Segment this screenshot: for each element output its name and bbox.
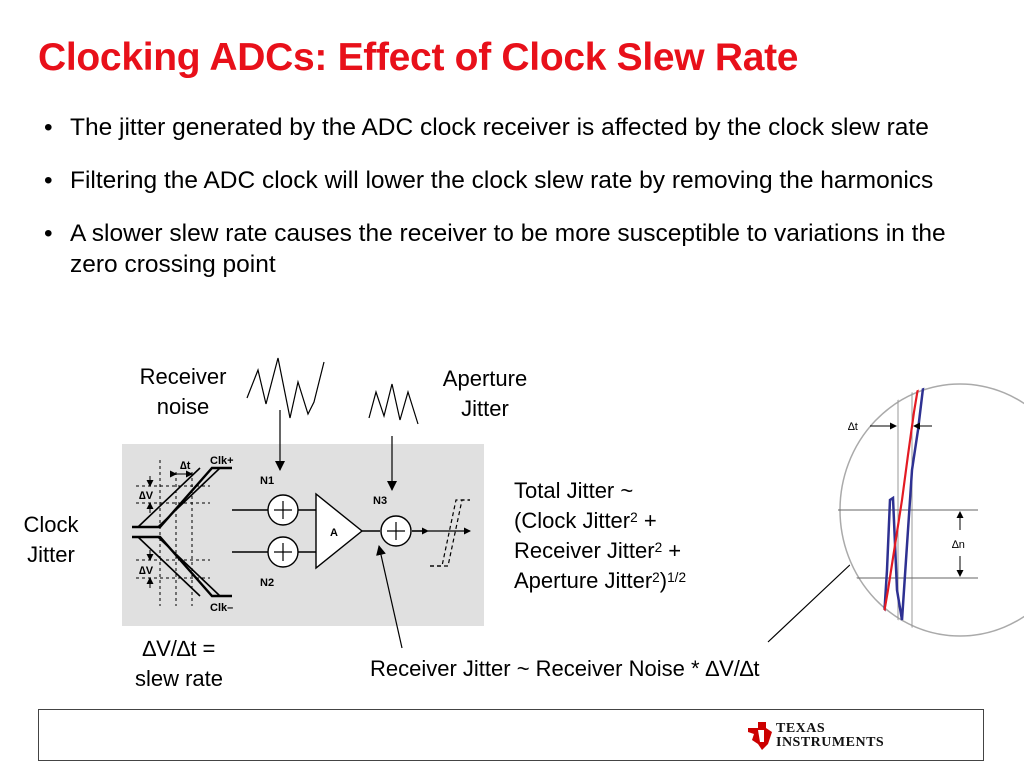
ti-logo-icon xyxy=(748,722,772,750)
delta-v-label-top: ∆V xyxy=(139,490,154,502)
zoom-lens xyxy=(838,382,1024,638)
receiver-noise-waveform xyxy=(246,357,325,419)
bullet-item: • Filtering the ADC clock will lower the … xyxy=(44,165,974,196)
slide-title: Clocking ADCs: Effect of Clock Slew Rate xyxy=(38,36,799,79)
inner-labels: Clk+ Clk– N1 N2 N3 A ∆t ∆V ∆V xyxy=(139,455,387,614)
aperture-jitter-label: Aperture Jitter xyxy=(442,366,528,421)
delta-t-label: ∆t xyxy=(180,460,191,472)
zoom-delta-t-label: ∆t xyxy=(848,421,858,433)
bullet-text: The jitter generated by the ADC clock re… xyxy=(70,114,929,141)
bullet-item: • The jitter generated by the ADC clock r… xyxy=(44,112,974,143)
receiver-jitter-arrow xyxy=(376,545,403,649)
signal-wires xyxy=(232,509,424,553)
n3-label: N3 xyxy=(373,495,387,507)
total-jitter-formula: Total Jitter ~ (Clock Jitter2 + Receiver… xyxy=(514,478,687,593)
zoom-labels: ∆t ∆n xyxy=(848,421,965,551)
bullet-item: • A slower slew rate causes the receiver … xyxy=(44,218,974,280)
clock-input-ramps xyxy=(132,460,232,606)
amp-label: A xyxy=(330,527,338,539)
bullet-list: • The jitter generated by the ADC clock r… xyxy=(44,112,974,302)
bullet-marker: • xyxy=(44,114,53,141)
n2-label: N2 xyxy=(260,577,274,589)
output-edge-waveform xyxy=(422,499,471,567)
summer-n1 xyxy=(267,494,299,526)
amplifier-triangle xyxy=(315,492,364,570)
delta-v-label-bottom: ∆V xyxy=(139,565,154,577)
clk-plus-label: Clk+ xyxy=(210,455,234,467)
footer-bar xyxy=(38,709,984,761)
red-trace xyxy=(878,387,920,637)
summer-n2 xyxy=(267,536,299,568)
bullet-marker: • xyxy=(44,167,53,194)
ti-logo-text: Texas Instruments xyxy=(776,721,885,750)
clk-minus-label: Clk– xyxy=(210,602,233,614)
bullet-text: A slower slew rate causes the receiver t… xyxy=(70,220,946,278)
n1-label: N1 xyxy=(260,475,274,487)
receiver-jitter-formula: Receiver Jitter ~ Receiver Noise * ∆V/∆t xyxy=(370,656,760,681)
aperture-jitter-waveform xyxy=(368,383,419,425)
slew-rate-label: ∆V/∆t = slew rate xyxy=(134,636,224,691)
bullet-marker: • xyxy=(44,220,53,247)
receiver-noise-label: Receiver noise xyxy=(139,364,227,419)
summer-n3 xyxy=(380,515,412,547)
zoom-delta-n-label: ∆n xyxy=(952,539,965,551)
bullet-text: Filtering the ADC clock will lower the c… xyxy=(70,167,934,194)
clock-jitter-label: Clock Jitter xyxy=(23,512,79,567)
